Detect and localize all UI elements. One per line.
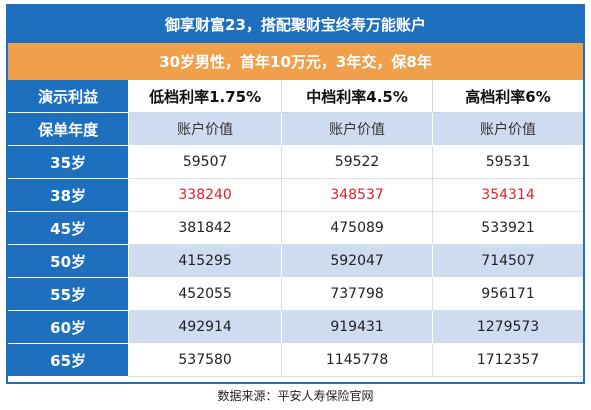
subheader-cell: 账户价值	[433, 113, 583, 146]
table-row: 65岁 537580 1145778 1712357	[8, 344, 583, 377]
table-subtitle: 30岁男性，首年10万元，3年交，保8年	[8, 43, 583, 80]
benefit-table-card: 御享财富23，搭配聚财宝终寿万能账户 30岁男性，首年10万元，3年交，保8年 …	[6, 4, 585, 384]
header-cell: 高档利率6%	[433, 80, 583, 113]
table-cell: 381842	[129, 212, 283, 245]
table-cell: 592047	[282, 245, 434, 278]
table-cell: 1145778	[282, 344, 434, 377]
table-cell: 475089	[282, 212, 434, 245]
table-cell: 1279573	[433, 311, 583, 344]
header-cell: 中档利率4.5%	[282, 80, 434, 113]
row-label: 45岁	[8, 212, 130, 245]
subheader-cell: 保单年度	[8, 113, 130, 146]
table-cell: 537580	[129, 344, 283, 377]
table-cell: 714507	[433, 245, 583, 278]
table-cell: 533921	[433, 212, 583, 245]
header-cell: 低档利率1.75%	[129, 80, 283, 113]
subheader-cell: 账户价值	[282, 113, 434, 146]
table-row: 45岁 381842 475089 533921	[8, 212, 583, 245]
table-cell-highlight: 338240	[129, 179, 283, 212]
row-label: 35岁	[8, 146, 130, 179]
table-cell: 1712357	[433, 344, 583, 377]
data-source-note: 数据来源：平安人寿保险官网	[217, 389, 374, 403]
table-row: 50岁 415295 592047 714507	[8, 245, 583, 278]
table-row: 35岁 59507 59522 59531	[8, 146, 583, 179]
subheader-cell: 账户价值	[129, 113, 283, 146]
row-label: 50岁	[8, 245, 130, 278]
table-cell: 415295	[129, 245, 283, 278]
table-cell: 59507	[129, 146, 283, 179]
header-row: 演示利益 低档利率1.75% 中档利率4.5% 高档利率6%	[8, 80, 583, 113]
table-cell: 956171	[433, 278, 583, 311]
header-cell: 演示利益	[8, 80, 130, 113]
table-row: 38岁 338240 348537 354314	[8, 179, 583, 212]
table-cell: 737798	[282, 278, 434, 311]
row-label: 60岁	[8, 311, 130, 344]
table-cell-highlight: 348537	[282, 179, 434, 212]
table-cell-highlight: 354314	[433, 179, 583, 212]
subheader-row: 保单年度 账户价值 账户价值 账户价值	[8, 113, 583, 146]
table-row: 55岁 452055 737798 956171	[8, 278, 583, 311]
row-label: 38岁	[8, 179, 130, 212]
table-cell: 492914	[129, 311, 283, 344]
table-row: 60岁 492914 919431 1279573	[8, 311, 583, 344]
benefit-table: 演示利益 低档利率1.75% 中档利率4.5% 高档利率6% 保单年度 账户价值…	[8, 80, 583, 377]
table-cell: 59531	[433, 146, 583, 179]
table-cell: 59522	[282, 146, 434, 179]
table-cell: 452055	[129, 278, 283, 311]
table-title: 御享财富23，搭配聚财宝终寿万能账户	[8, 6, 583, 43]
row-label: 65岁	[8, 344, 130, 377]
table-cell: 919431	[282, 311, 434, 344]
row-label: 55岁	[8, 278, 130, 311]
